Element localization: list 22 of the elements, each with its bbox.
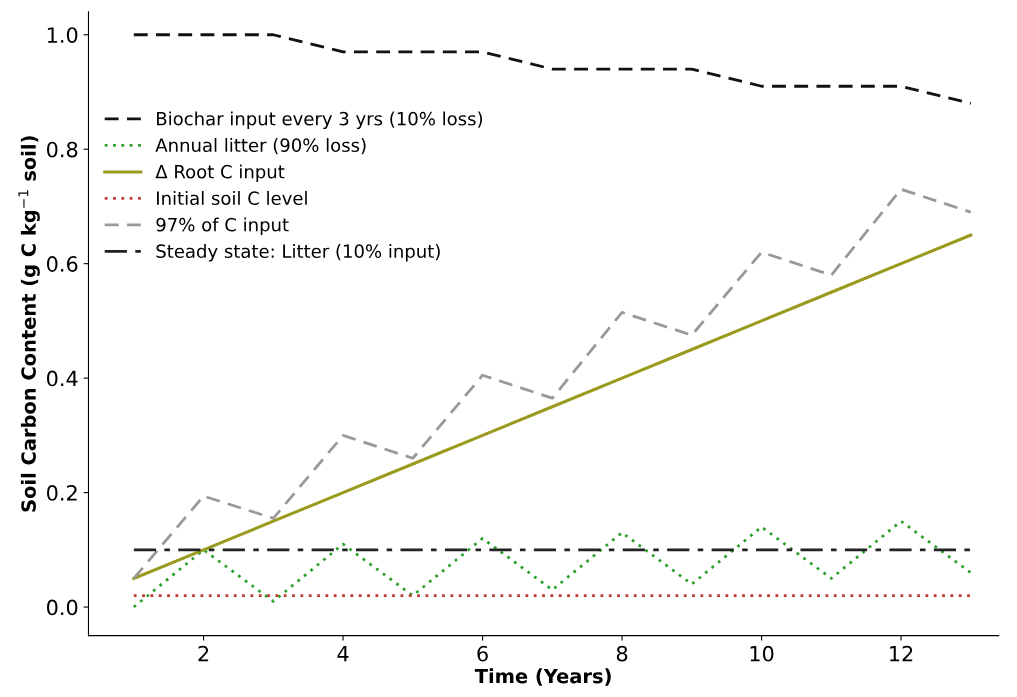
- legend-label: 97% of C input: [156, 217, 289, 236]
- legend-label: Annual litter (90% loss): [155, 138, 366, 155]
- x-tick-label: 6: [477, 645, 488, 662]
- y-tick-label: 1.0: [47, 27, 78, 43]
- y-axis-title: Soil Carbon Content (g C kg$^{−1}$ soil): [18, 136, 40, 512]
- x-tick-label: 12: [890, 645, 913, 662]
- y-tick-label: 0.6: [47, 256, 78, 272]
- legend-label: Initial soil C level: [157, 191, 307, 206]
- x-tick-label: 2: [198, 645, 209, 662]
- y-tick-label: 0.2: [47, 485, 77, 501]
- legend-label: Biochar input every 3 yrs (10% loss): [157, 111, 483, 129]
- legend-label: Steady state: Litter (10% input): [156, 244, 440, 262]
- y-tick-label: 0.0: [47, 599, 78, 616]
- line-series: [132, 519, 973, 609]
- line-series: [132, 33, 973, 105]
- y-tick-label: 0.8: [47, 141, 78, 158]
- y-tick-label: 0.4: [47, 370, 78, 387]
- x-tick-label: 10: [750, 645, 774, 662]
- x-tick-label: 8: [616, 645, 628, 662]
- x-tick-label: 4: [337, 646, 349, 662]
- legend-label: Δ Root C input: [155, 164, 285, 182]
- x-axis-title: Time (Years): [474, 668, 611, 686]
